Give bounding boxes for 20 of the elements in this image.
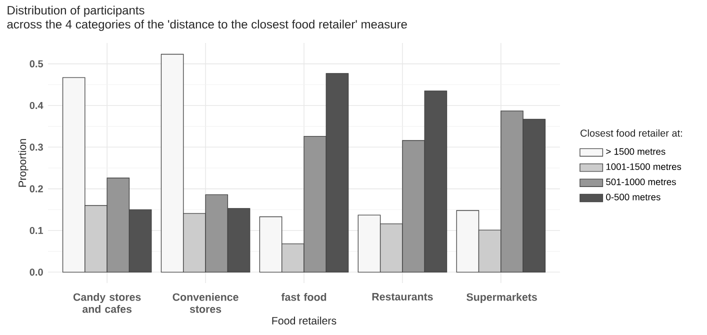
- legend-label: 0-500 metres: [606, 194, 660, 200]
- legend-label: 1001-1500 metres: [606, 163, 682, 170]
- x-tick-label: Supermarkets: [466, 293, 537, 303]
- y-axis-title: Proportion: [18, 139, 28, 187]
- legend-label: > 1500 metres: [606, 148, 666, 155]
- y-tick-label: 0.0: [30, 268, 43, 276]
- x-tick-label: fast food: [281, 293, 326, 301]
- legend-title: Closest food retailer at:: [580, 129, 682, 137]
- y-tick-label: 0.3: [30, 144, 43, 151]
- x-tick-label: Restaurants: [372, 293, 433, 300]
- y-tick-label: 0.1: [30, 226, 44, 234]
- chart-title: Distribution of participants: [8, 6, 144, 17]
- x-axis-title: Food retailers: [272, 316, 336, 325]
- x-tick-label: Candy stores and cafes: [73, 293, 141, 313]
- y-tick-label: 0.2: [30, 185, 43, 192]
- chart-subtitle: across the 4 categories of the 'distance to the closest food retailer' measure: [7, 20, 407, 31]
- legend-label: 501-1000 metres: [606, 178, 676, 186]
- y-tick-label: 0.5: [30, 60, 44, 68]
- x-tick-label: Convenience stores: [172, 293, 238, 313]
- y-tick-label: 0.4: [30, 102, 44, 110]
